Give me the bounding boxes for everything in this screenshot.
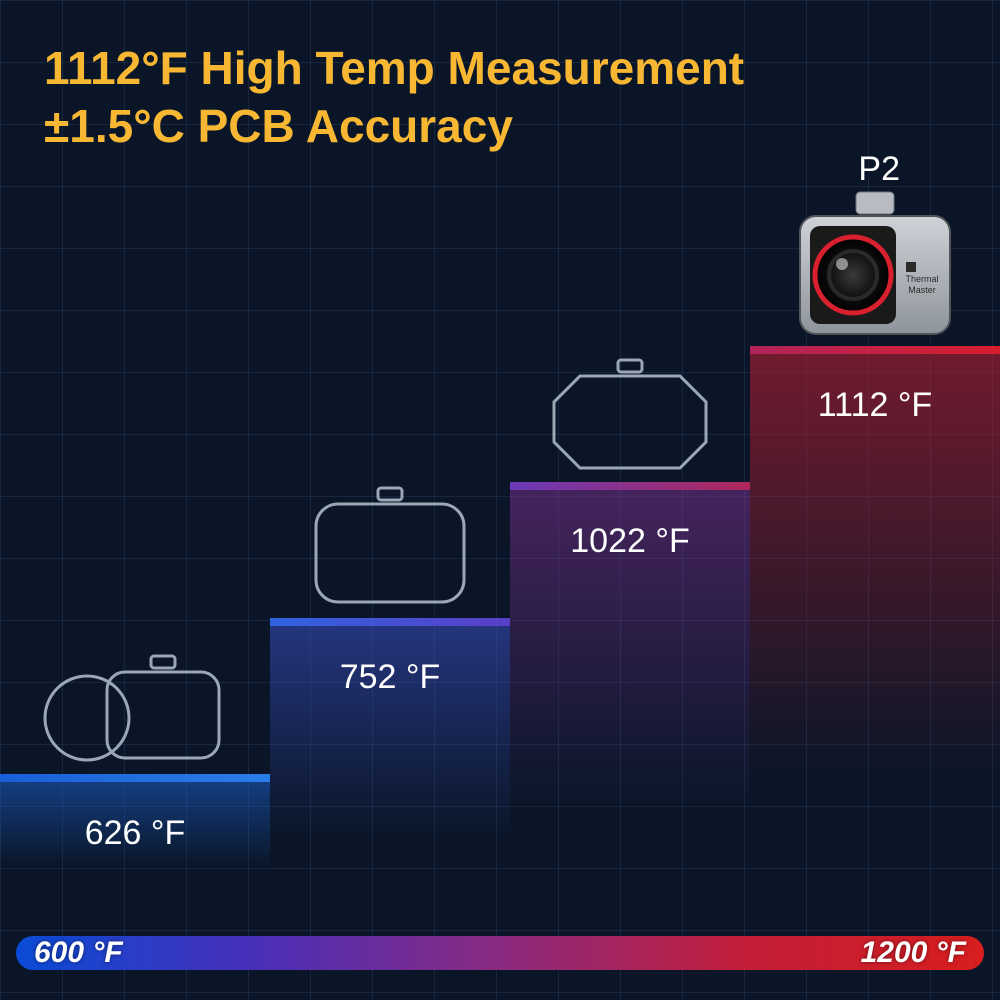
temperature-axis: 600 °F 1200 °F [16, 936, 984, 970]
thermal-camera-icon [35, 648, 235, 768]
step-topbar [270, 618, 510, 626]
step-topbar [750, 346, 1000, 354]
step-value-label: 1022 °F [510, 522, 750, 561]
device-illustration [35, 648, 235, 768]
thermal-camera-icon [300, 482, 480, 612]
title-line-1: 1112°F High Temp Measurement [44, 40, 956, 98]
step-value-label: 1112 °F [750, 386, 1000, 425]
svg-text:Master: Master [908, 285, 936, 295]
step-topbar [0, 774, 270, 782]
thermal-camera-icon [540, 356, 720, 476]
device-illustration [300, 482, 480, 612]
step-value-label: 752 °F [270, 658, 510, 697]
axis-max-label: 1200 °F [861, 936, 966, 970]
svg-text:Thermal: Thermal [905, 274, 938, 284]
thermal-camera-p2-icon: Thermal Master [790, 190, 960, 340]
step-fill [750, 346, 1000, 890]
step-bar: 1022 °F [510, 482, 750, 890]
title-line-2: ±1.5°C PCB Accuracy [44, 98, 956, 156]
device-illustration: Thermal Master [790, 190, 960, 340]
step-chart: 626 °F 752 °F 1022 °F 1112 °F [0, 210, 1000, 890]
page-title: 1112°F High Temp Measurement ±1.5°C PCB … [44, 40, 956, 155]
step-bar: 752 °F [270, 618, 510, 890]
step-topbar [510, 482, 750, 490]
step-bar: 626 °F [0, 774, 270, 890]
step-bar: 1112 °F Thermal Master [750, 346, 1000, 890]
device-illustration [540, 356, 720, 476]
step-value-label: 626 °F [0, 814, 270, 853]
axis-min-label: 600 °F [34, 936, 123, 970]
highlight-label-p2: P2 [858, 150, 900, 189]
